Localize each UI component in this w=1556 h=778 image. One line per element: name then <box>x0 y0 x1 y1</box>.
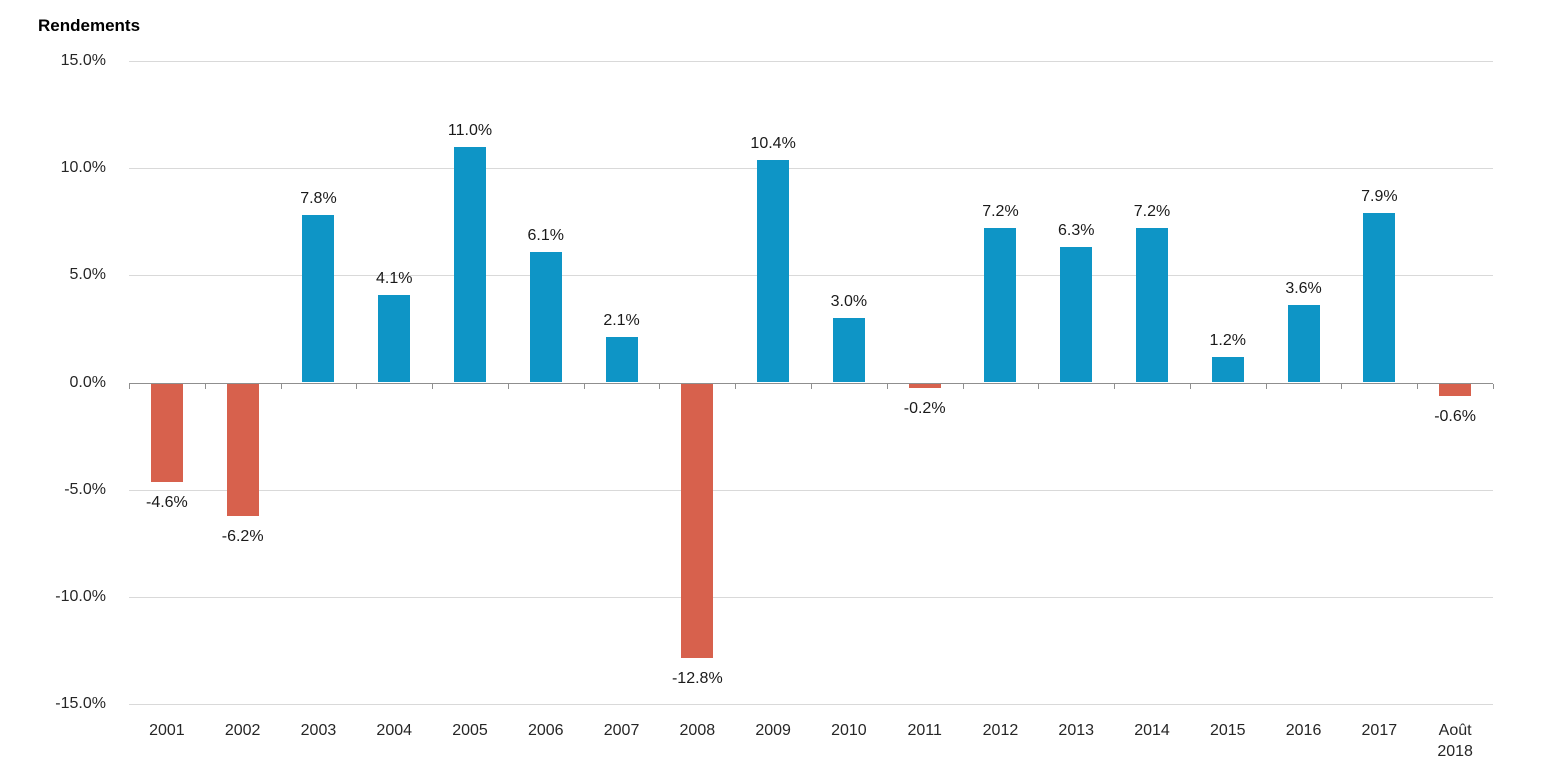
axis-tick <box>129 383 130 389</box>
x-axis-labels: 2001 2002 2003 2004 2005 2006 2007 2008 2009 2010… <box>129 720 1493 772</box>
data-label: 6.1% <box>527 226 564 244</box>
bar-2008 <box>681 383 714 658</box>
data-label: 10.4% <box>750 134 796 152</box>
axis-tick <box>281 383 282 389</box>
axis-tick <box>1266 383 1267 389</box>
bar-2003 <box>302 215 335 383</box>
axis-tick <box>584 383 585 389</box>
bar-2001 <box>150 383 183 483</box>
x-tick-label: 2010 <box>831 722 867 739</box>
y-tick-label: -10.0% <box>55 587 106 605</box>
axis-tick <box>659 383 660 389</box>
x-tick-label: 2005 <box>452 722 488 739</box>
x-tick-label: 2004 <box>376 722 413 739</box>
x-axis-zero-line <box>129 382 1493 384</box>
x-tick-label: 2016 <box>1285 722 1322 739</box>
bar-2005 <box>454 146 486 383</box>
axis-tick <box>887 383 888 389</box>
bar-2015 <box>1211 356 1244 383</box>
axis-tick <box>1417 383 1418 389</box>
axis-tick <box>963 383 964 389</box>
axis-tick <box>1114 383 1115 389</box>
x-tick-label: 2011 <box>907 722 942 739</box>
x-tick-label: 2013 <box>1058 722 1095 739</box>
bar-2009 <box>757 159 790 383</box>
data-label: 6.3% <box>1057 222 1095 240</box>
data-label: 3.6% <box>1285 280 1322 298</box>
bar-2010 <box>832 318 865 383</box>
data-label: 7.2% <box>982 203 1019 221</box>
bar-2013 <box>1060 247 1093 383</box>
data-label: -0.2% <box>903 399 946 417</box>
data-label: 2.1% <box>603 312 640 330</box>
x-tick-label: 2002 <box>224 722 261 739</box>
data-label: 3.0% <box>830 293 868 311</box>
data-label: 11.0% <box>447 121 493 139</box>
data-label: 1.2% <box>1209 331 1246 349</box>
axis-tick <box>1493 383 1494 389</box>
x-tick-label: 2017 <box>1361 722 1398 739</box>
data-label: 7.2% <box>1133 203 1171 221</box>
x-tick-label: Août 2018 <box>1437 722 1473 760</box>
axis-tick <box>205 383 206 389</box>
axis-tick <box>508 383 509 389</box>
x-tick-label: 2007 <box>603 722 640 739</box>
data-label: -4.6% <box>145 494 188 512</box>
x-tick-label: 2003 <box>300 722 337 739</box>
axis-tick <box>735 383 736 389</box>
gridline <box>129 168 1493 170</box>
bar-2006 <box>529 251 562 383</box>
y-tick-label: 0.0% <box>69 373 106 391</box>
x-tick-label: 2015 <box>1209 722 1246 739</box>
axis-tick <box>1038 383 1039 389</box>
data-label: -12.8% <box>671 669 723 687</box>
gridline <box>129 596 1493 598</box>
gridline <box>129 704 1493 705</box>
plot-area: -4.6% -6.2% 7.8% 4.1% 11.0% 6.1% 2.1% -12.8% 10.… <box>129 61 1494 705</box>
data-label: -0.6% <box>1434 408 1476 426</box>
axis-tick <box>1190 383 1191 389</box>
y-tick-label: 10.0% <box>60 159 106 177</box>
data-label: 4.1% <box>375 269 413 287</box>
gridline <box>129 61 1493 62</box>
data-label: 7.8% <box>300 190 337 208</box>
x-tick-label: 2006 <box>527 722 564 739</box>
bar-2007 <box>605 337 638 383</box>
bar-2014 <box>1136 228 1168 383</box>
gridline <box>129 489 1493 491</box>
x-tick-label: 2008 <box>679 722 716 739</box>
chart-title: Rendements <box>38 16 141 35</box>
y-tick-label: 5.0% <box>69 266 106 284</box>
bar-2012 <box>984 228 1017 383</box>
gridline <box>129 275 1493 277</box>
bar-2004 <box>378 294 411 383</box>
data-label: -6.2% <box>221 528 264 546</box>
bar-2017 <box>1363 213 1396 383</box>
bar-2002 <box>226 383 259 517</box>
bar-2016 <box>1287 305 1320 383</box>
y-tick-label: -15.0% <box>55 695 106 712</box>
y-axis-labels: 15.0% 10.0% 5.0% 0.0% -5.0% -10.0% -15.0% <box>0 52 106 712</box>
bar-2011 <box>908 383 941 388</box>
x-tick-label: 2009 <box>755 722 791 739</box>
y-tick-label: -5.0% <box>64 480 106 498</box>
axis-tick <box>356 383 357 389</box>
bar-aout-2018 <box>1439 383 1472 397</box>
x-tick-label: 2001 <box>149 722 185 739</box>
axis-tick <box>432 383 433 389</box>
data-label: 7.9% <box>1361 188 1398 206</box>
axis-tick <box>1341 383 1342 389</box>
x-tick-label: 2012 <box>982 722 1019 739</box>
y-tick-label: 15.0% <box>60 52 106 69</box>
axis-tick <box>811 383 812 389</box>
x-tick-label: 2014 <box>1134 722 1170 739</box>
